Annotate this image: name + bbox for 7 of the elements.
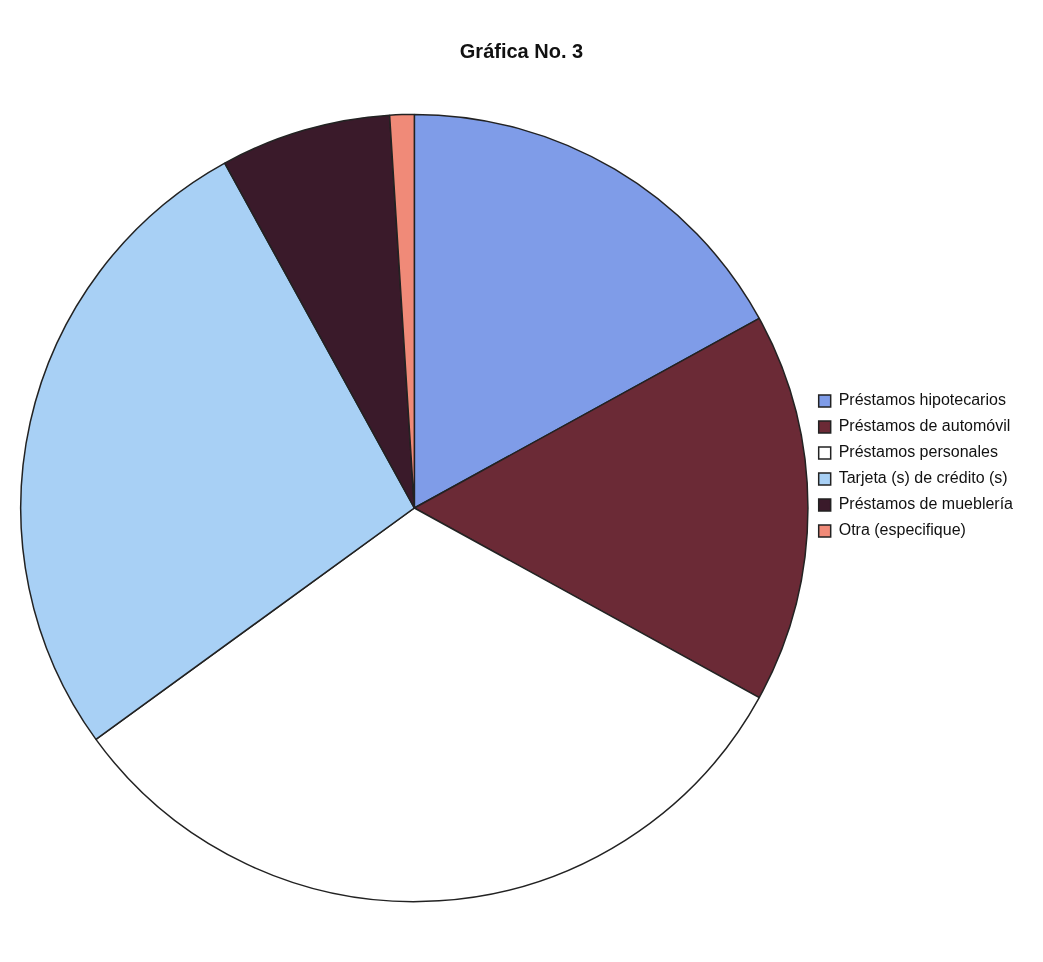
legend-label: Préstamos personales	[838, 443, 998, 461]
legend-label: Préstamos hipotecarios	[838, 391, 1006, 409]
chart-title: Gráfica No. 3	[459, 39, 584, 62]
legend-label: Préstamos de automóvil	[838, 417, 1011, 435]
legend-label: Préstamos de mueblería	[838, 495, 1014, 513]
legend-label: Tarjeta (s) de crédito (s)	[838, 469, 1008, 487]
legend-label: Otra (especifique)	[838, 521, 966, 539]
